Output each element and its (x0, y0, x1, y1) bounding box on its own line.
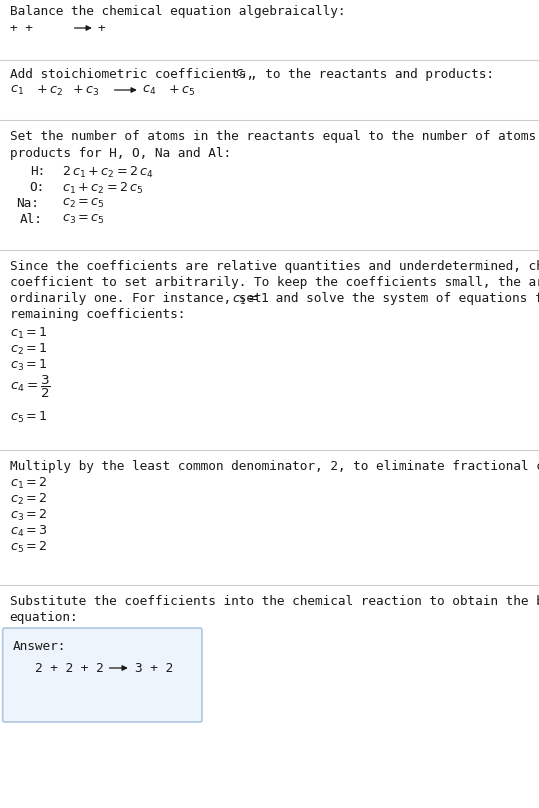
Text: Answer:: Answer: (13, 640, 66, 653)
Text: O:: O: (30, 181, 45, 194)
Text: Substitute the coefficients into the chemical reaction to obtain the balanced: Substitute the coefficients into the che… (10, 595, 539, 608)
Text: $c_2 = c_5$: $c_2 = c_5$ (61, 197, 105, 210)
Text: $c_2 = 2$: $c_2 = 2$ (10, 492, 47, 507)
Text: $\, + c_5$: $\, + c_5$ (164, 84, 196, 98)
Text: H:: H: (30, 165, 45, 178)
Text: $c_3 = 2$: $c_3 = 2$ (10, 508, 47, 523)
Text: $c_1 = 1$: $c_1 = 1$ (232, 292, 270, 307)
Text: $c_5 = 2$: $c_5 = 2$ (10, 540, 47, 555)
Text: $\, + c_3$: $\, + c_3$ (68, 84, 99, 98)
Text: $c_1$: $c_1$ (10, 84, 24, 97)
Text: Multiply by the least common denominator, 2, to eliminate fractional coefficient: Multiply by the least common denominator… (10, 460, 539, 473)
Text: Balance the chemical equation algebraically:: Balance the chemical equation algebraica… (10, 5, 345, 18)
Text: 3 + 2: 3 + 2 (135, 662, 173, 675)
Text: $2\,c_1 + c_2 = 2\,c_4$: $2\,c_1 + c_2 = 2\,c_4$ (61, 165, 154, 180)
Text: Since the coefficients are relative quantities and underdetermined, choose a: Since the coefficients are relative quan… (10, 260, 539, 273)
Text: $c_4$: $c_4$ (142, 84, 156, 97)
Text: $c_3 = c_5$: $c_3 = c_5$ (61, 213, 105, 226)
Text: Set the number of atoms in the reactants equal to the number of atoms in the: Set the number of atoms in the reactants… (10, 130, 539, 143)
Text: $c_2 = 1$: $c_2 = 1$ (10, 342, 47, 357)
Text: remaining coefficients:: remaining coefficients: (10, 308, 185, 321)
Text: $c_1 = 2$: $c_1 = 2$ (10, 476, 47, 491)
Text: $\, + c_2$: $\, + c_2$ (32, 84, 63, 98)
Text: equation:: equation: (10, 611, 78, 624)
Text: Na:: Na: (16, 197, 39, 210)
Text: Add stoichiometric coefficients,: Add stoichiometric coefficients, (10, 68, 261, 81)
Text: $c_4 = \dfrac{3}{2}$: $c_4 = \dfrac{3}{2}$ (10, 374, 51, 400)
Text: $c_1 = 1$: $c_1 = 1$ (10, 326, 47, 341)
Text: $c_4 = 3$: $c_4 = 3$ (10, 524, 47, 539)
Text: and solve the system of equations for the: and solve the system of equations for th… (268, 292, 539, 305)
Text: ordinarily one. For instance, set: ordinarily one. For instance, set (10, 292, 269, 305)
Text: coefficient to set arbitrarily. To keep the coefficients small, the arbitrary va: coefficient to set arbitrarily. To keep … (10, 276, 539, 289)
Text: , to the reactants and products:: , to the reactants and products: (250, 68, 494, 81)
FancyBboxPatch shape (3, 628, 202, 722)
Text: $c_5 = 1$: $c_5 = 1$ (10, 410, 47, 425)
Text: + +: + + (10, 22, 48, 35)
Text: products for H, O, Na and Al:: products for H, O, Na and Al: (10, 147, 231, 160)
Text: +: + (98, 22, 105, 35)
Text: $c_3 = 1$: $c_3 = 1$ (10, 358, 47, 373)
Text: 2 + 2 + 2: 2 + 2 + 2 (34, 662, 119, 675)
Text: $c_1 + c_2 = 2\,c_5$: $c_1 + c_2 = 2\,c_5$ (61, 181, 143, 196)
Text: Al:: Al: (20, 213, 43, 226)
Text: $c_i$: $c_i$ (234, 68, 246, 81)
